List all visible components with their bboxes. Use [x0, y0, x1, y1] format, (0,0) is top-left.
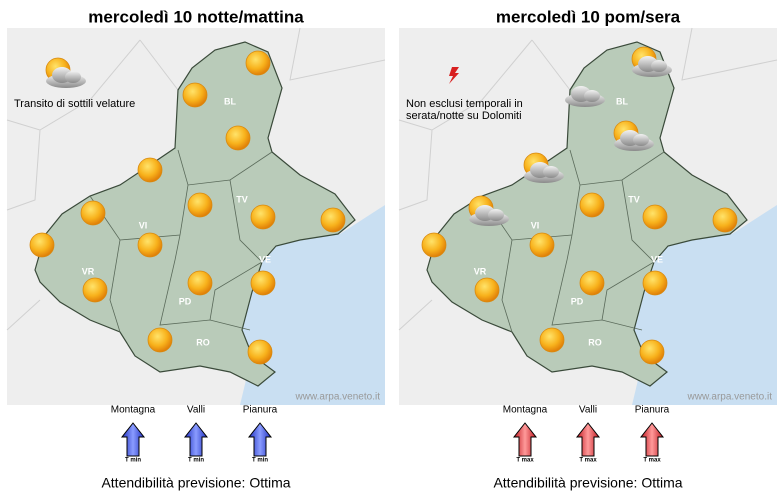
- temperature-arrow: [183, 422, 209, 457]
- sun-icon: [474, 277, 500, 303]
- cloud-part: [584, 90, 600, 102]
- province-label: VE: [651, 254, 663, 264]
- sun-icon: [642, 204, 668, 230]
- province-label: VR: [82, 266, 95, 276]
- forecast-panel: mercoledì 10 pom/sera BL TV VI VR PD VE RO Non e…: [398, 7, 778, 491]
- cloud-part: [543, 166, 559, 178]
- province-label: TV: [628, 194, 640, 204]
- province-label: RO: [588, 337, 602, 347]
- forecast-note: serata/notte su Dolomiti: [406, 110, 522, 122]
- sun-icon: [137, 232, 163, 258]
- province-label: VI: [531, 220, 540, 230]
- credit: www.arpa.veneto.it: [687, 392, 773, 403]
- zone-label: Valli: [187, 405, 205, 416]
- sea: [240, 205, 385, 405]
- forecast-panel: mercoledì 10 notte/mattina BL TV VI VR PD VE RO…: [6, 7, 386, 491]
- arrow-label: T max: [516, 458, 534, 464]
- temperature-arrow: [575, 422, 601, 457]
- sun-icon: [639, 339, 665, 365]
- arrow-label: T min: [125, 458, 141, 464]
- map-borders: [398, 27, 778, 331]
- sun-icon: [225, 125, 251, 151]
- province-label: BL: [616, 96, 628, 106]
- sun-icon: [137, 157, 163, 183]
- province-label: TV: [236, 194, 248, 204]
- temperature-arrow: [639, 422, 665, 457]
- sun-icon: [80, 200, 106, 226]
- sun-icon: [82, 277, 108, 303]
- cloud-icon: [524, 162, 564, 183]
- arrow-label: T max: [579, 458, 597, 464]
- sun-icon: [642, 270, 668, 296]
- sun-icon: [579, 270, 605, 296]
- temperature-arrow: [247, 422, 273, 457]
- sun-icon: [529, 232, 555, 258]
- province-label: VI: [139, 220, 148, 230]
- temperature-arrow: [120, 422, 146, 457]
- credit: www.arpa.veneto.it: [295, 392, 381, 403]
- province-label: VR: [474, 266, 487, 276]
- sun-icon: [579, 192, 605, 218]
- map-borders: [6, 27, 386, 331]
- reliability: Attendibilità previsione: Ottima: [101, 475, 290, 491]
- lightning-icon: [449, 67, 459, 84]
- province-label: PD: [179, 296, 192, 306]
- sun-icon: [250, 270, 276, 296]
- sun-icon: [539, 327, 565, 353]
- zone-label: Montagna: [111, 405, 156, 416]
- forecast-note: Non esclusi temporali in: [406, 98, 523, 110]
- arrow-label: T max: [643, 458, 661, 464]
- forecast-note: Transito di sottili velature: [14, 98, 135, 110]
- sun-icon: [712, 207, 738, 233]
- sun-icon: [247, 339, 273, 365]
- sun-icon: [29, 232, 55, 258]
- arrow-label: T min: [188, 458, 204, 464]
- cloud-icon: [632, 56, 672, 77]
- sun-icon: [250, 204, 276, 230]
- sun-icon: [182, 82, 208, 108]
- zone-label: Montagna: [503, 405, 548, 416]
- cloud-icon: [614, 130, 654, 151]
- zone-label: Pianura: [243, 405, 278, 416]
- zone-label: Pianura: [635, 405, 670, 416]
- reliability: Attendibilità previsione: Ottima: [493, 475, 682, 491]
- province-label: BL: [224, 96, 236, 106]
- panel-title: mercoledì 10 pom/sera: [496, 7, 681, 26]
- cloud-icon: [565, 86, 605, 107]
- arrow-label: T min: [252, 458, 268, 464]
- sun-icon: [147, 327, 173, 353]
- temperature-arrow: [512, 422, 538, 457]
- sun-icon: [187, 192, 213, 218]
- province-label: PD: [571, 296, 584, 306]
- cloud-icon: [469, 205, 509, 226]
- province-label: RO: [196, 337, 210, 347]
- sun-icon: [320, 207, 346, 233]
- cloud-icon: [46, 67, 86, 88]
- cloud-part: [651, 60, 667, 72]
- panel-title: mercoledì 10 notte/mattina: [88, 7, 304, 26]
- sea: [632, 205, 777, 405]
- cloud-part: [488, 209, 504, 221]
- zone-label: Valli: [579, 405, 597, 416]
- cloud-part: [633, 134, 649, 146]
- province-label: VE: [259, 254, 271, 264]
- sun-icon: [421, 232, 447, 258]
- sun-icon: [187, 270, 213, 296]
- cloud-part: [65, 71, 81, 83]
- sun-icon: [245, 50, 271, 76]
